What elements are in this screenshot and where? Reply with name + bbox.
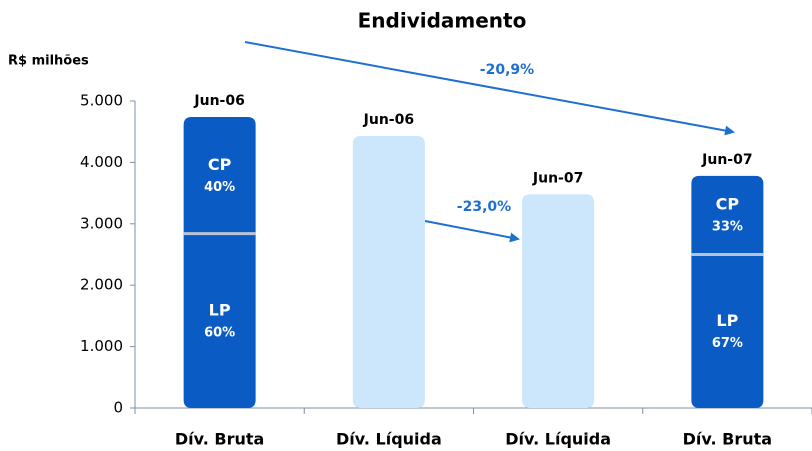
y-tick-label: 2.000	[80, 276, 123, 294]
value-label: 33%	[712, 220, 743, 235]
y-tick-label: 0	[113, 399, 123, 417]
bar-label: Jun-06	[193, 93, 244, 109]
y-tick-label: 3.000	[80, 214, 123, 232]
bar-label: Jun-07	[532, 170, 583, 186]
segment-label: LP	[716, 311, 738, 330]
x-tick-label: Dív. Bruta	[175, 430, 264, 449]
trend-arrow	[244, 41, 735, 136]
bar-label: Jun-06	[363, 112, 414, 128]
segment-label: CP	[716, 195, 740, 214]
y-tick-label: 4.000	[80, 153, 123, 171]
y-axis-label: R$ milhões	[8, 54, 89, 69]
segment-label: CP	[208, 155, 232, 174]
value-label: 67%	[712, 336, 743, 351]
bar-label: Jun-07	[701, 152, 752, 168]
annotation: -20,9%	[480, 62, 534, 78]
bar	[691, 175, 764, 255]
chart-title: Endividamento	[358, 9, 527, 33]
value-label: 60%	[204, 325, 235, 340]
bar	[691, 254, 764, 408]
bar	[352, 135, 425, 409]
x-tick-label: Dív. Bruta	[683, 430, 772, 449]
x-tick-label: Dív. Líquida	[336, 430, 442, 449]
bar	[183, 116, 256, 234]
y-tick-label: 5.000	[80, 92, 123, 110]
bar	[183, 233, 256, 408]
trend-arrow	[424, 220, 520, 243]
bar	[522, 194, 595, 408]
x-tick-label: Dív. Líquida	[505, 430, 611, 449]
y-tick-label: 1.000	[80, 337, 123, 355]
segment-label: LP	[209, 300, 231, 319]
value-label: 40%	[204, 180, 235, 195]
annotation: -23,0%	[457, 199, 511, 215]
